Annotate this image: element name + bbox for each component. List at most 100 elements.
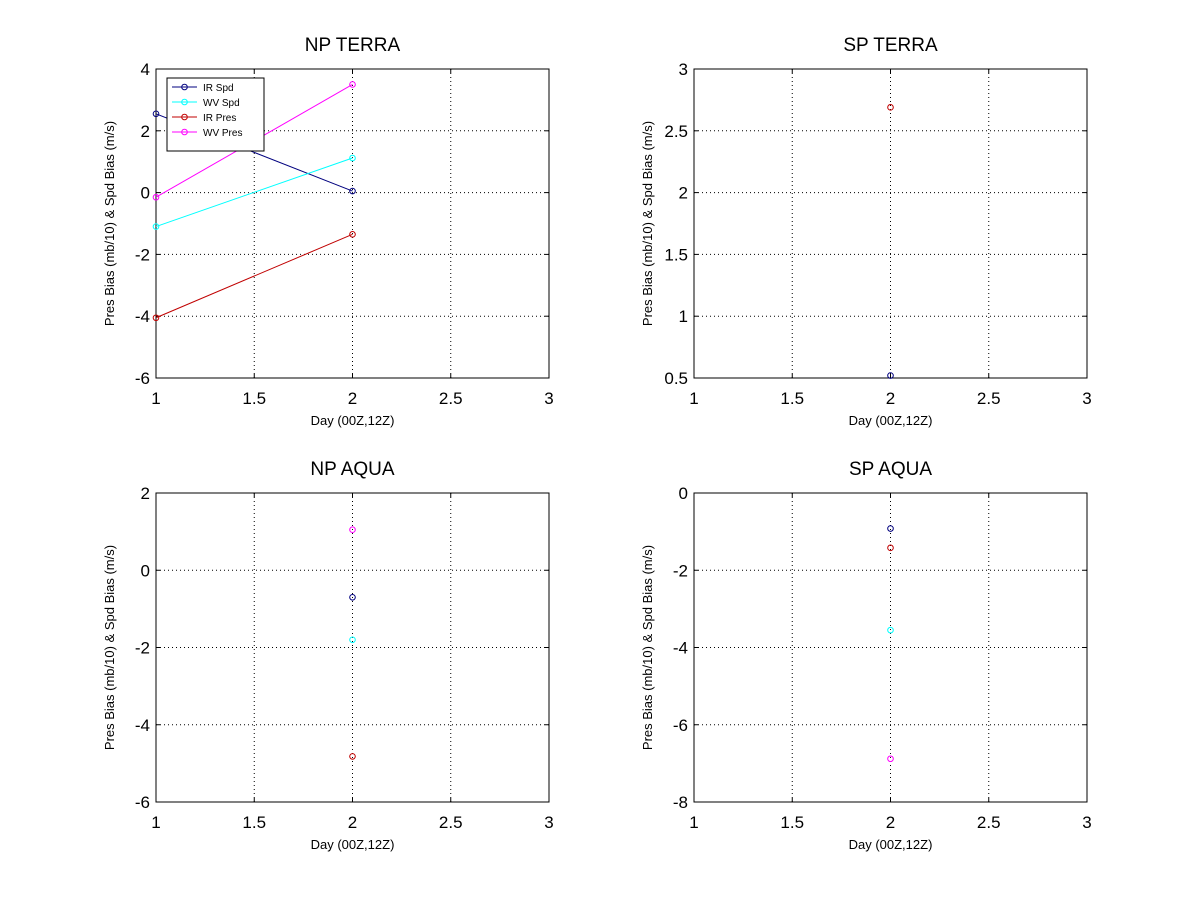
series-wv-spd: [349, 636, 356, 644]
y-tick-label: -6: [673, 716, 688, 735]
x-tick-label: 1.5: [242, 813, 266, 832]
y-tick-label: 0: [679, 484, 688, 503]
data-point: [887, 372, 894, 379]
data-point: [887, 525, 894, 532]
x-tick-label: 2.5: [977, 389, 1001, 408]
y-tick-label: -2: [135, 639, 150, 658]
x-tick-label: 1.5: [780, 813, 804, 832]
data-point: [887, 544, 894, 552]
series-ir-pres: [152, 231, 356, 322]
data-point: [349, 154, 356, 162]
data-point: [349, 81, 356, 88]
y-tick-label: -6: [135, 793, 150, 812]
x-tick-label: 3: [544, 389, 553, 408]
legend-label: IR Spd: [203, 83, 234, 94]
data-point: [349, 593, 356, 601]
legend-entry: WV Spd: [172, 98, 240, 109]
y-axis-label: Pres Bias (mb/10) & Spd Bias (m/s): [640, 121, 655, 326]
data-point: [152, 223, 160, 230]
y-tick-label: 2: [679, 184, 688, 203]
x-tick-label: 1: [151, 389, 160, 408]
data-point: [152, 110, 160, 118]
data-point: [349, 231, 356, 238]
y-tick-label: -4: [135, 307, 150, 326]
y-tick-label: -4: [135, 716, 150, 735]
y-axis-label: Pres Bias (mb/10) & Spd Bias (m/s): [102, 121, 117, 326]
y-tick-label: -2: [673, 561, 688, 580]
y-tick-label: 1.5: [664, 245, 688, 264]
data-point: [887, 626, 894, 634]
x-axis-label: Day (00Z,12Z): [849, 413, 933, 428]
data-point: [887, 755, 894, 763]
x-tick-label: 2: [886, 389, 895, 408]
y-tick-label: -2: [135, 245, 150, 264]
y-tick-label: -8: [673, 793, 688, 812]
series-ir-pres: [349, 753, 356, 760]
y-axis-label: Pres Bias (mb/10) & Spd Bias (m/s): [640, 545, 655, 750]
x-tick-label: 2.5: [977, 813, 1001, 832]
chart-title: NP TERRA: [305, 35, 401, 56]
data-point: [887, 104, 894, 111]
y-tick-label: 1: [679, 307, 688, 326]
series-wv-pres: [349, 526, 356, 533]
subplot-np-terra: 1 1.5 2 2.5 3 -6 -4 -2 0 2 4 NP TERRA Day (00Z,12Z) P…: [102, 35, 554, 428]
series-wv-spd: [152, 154, 356, 230]
series-ir-pres: [887, 544, 894, 552]
data-point: [349, 187, 356, 195]
x-tick-label: 2: [348, 813, 357, 832]
series-line: [155, 233, 353, 319]
y-tick-label: 3: [679, 60, 688, 79]
x-tick-label: 3: [1082, 389, 1091, 408]
y-tick-label: -6: [135, 369, 150, 388]
data-point: [349, 636, 356, 644]
series-wv-spd: [887, 626, 894, 634]
series-ir-spd: [349, 593, 356, 601]
x-tick-label: 1.5: [242, 389, 266, 408]
x-tick-label: 2.5: [439, 389, 463, 408]
chart-title: SP TERRA: [843, 35, 938, 56]
y-tick-label: 0: [141, 561, 150, 580]
series-wv-pres: [887, 755, 894, 763]
x-axis-label: Day (00Z,12Z): [311, 837, 395, 852]
y-tick-label: 2.5: [664, 122, 688, 141]
series-ir-spd: [887, 525, 894, 532]
chart-title: NP AQUA: [310, 459, 394, 480]
legend-label: IR Pres: [203, 113, 236, 124]
subplot-sp-aqua: 1 1.5 2 2.5 3 -8 -6 -4 -2 0 SP AQUA Day (00Z,12Z) Pr…: [640, 459, 1092, 852]
data-point: [349, 526, 356, 533]
legend-label: WV Pres: [203, 128, 242, 139]
series-ir-pres: [887, 104, 894, 111]
legend-marker: [181, 83, 188, 91]
x-axis-label: Day (00Z,12Z): [311, 413, 395, 428]
chart-title: SP AQUA: [849, 459, 932, 480]
legend-marker: [181, 98, 188, 106]
y-tick-label: 2: [141, 484, 150, 503]
data-point: [349, 753, 356, 760]
series-ir-spd: [887, 372, 894, 379]
x-tick-label: 1: [689, 813, 698, 832]
x-tick-label: 2: [886, 813, 895, 832]
y-tick-label: 2: [141, 122, 150, 141]
legend-entry: IR Spd: [172, 83, 234, 94]
legend-entry: IR Pres: [172, 113, 236, 124]
x-tick-label: 2: [348, 389, 357, 408]
x-tick-label: 1: [689, 389, 698, 408]
data-point: [152, 314, 160, 322]
data-point: [152, 193, 160, 201]
legend: IR Spd WV Spd IR Pres WV Pres: [166, 77, 265, 152]
x-axis-label: Day (00Z,12Z): [849, 837, 933, 852]
y-tick-label: -4: [673, 639, 688, 658]
y-tick-label: 4: [141, 60, 150, 79]
series-line: [155, 157, 353, 228]
x-tick-label: 3: [1082, 813, 1091, 832]
legend-label: WV Spd: [203, 98, 240, 109]
legend-marker: [181, 128, 188, 136]
x-tick-label: 1: [151, 813, 160, 832]
subplot-np-aqua: 1 1.5 2 2.5 3 -6 -4 -2 0 2 NP AQUA Day (00Z,12Z) Pre…: [102, 459, 554, 852]
y-axis-label: Pres Bias (mb/10) & Spd Bias (m/s): [102, 545, 117, 750]
legend-marker: [181, 113, 188, 121]
x-tick-label: 2.5: [439, 813, 463, 832]
y-tick-label: 0: [141, 184, 150, 203]
